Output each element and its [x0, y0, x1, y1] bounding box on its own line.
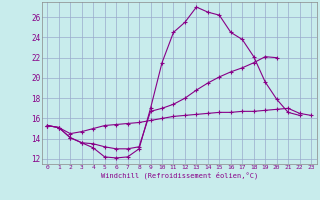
X-axis label: Windchill (Refroidissement éolien,°C): Windchill (Refroidissement éolien,°C)	[100, 172, 258, 179]
